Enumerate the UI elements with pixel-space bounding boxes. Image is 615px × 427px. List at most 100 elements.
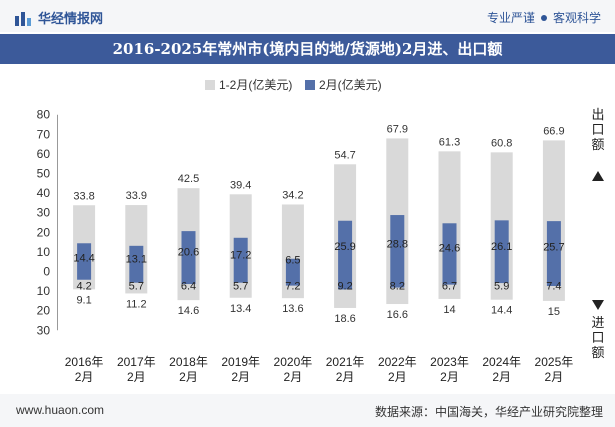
bar-month-import (338, 271, 353, 290)
bar-month-export (390, 215, 405, 272)
bar-month-import (233, 271, 248, 283)
slogan: 专业严谨 客观科学 (487, 9, 601, 26)
legend-swatch-1 (305, 80, 315, 90)
up-triangle-icon (592, 171, 604, 181)
x-tick-label: 2022年 2月 (378, 355, 417, 384)
bars (73, 138, 565, 308)
label-month-import: 4.2 (76, 281, 91, 293)
y-tick-label: 20 (37, 225, 51, 239)
bar-month-export (546, 221, 561, 272)
slogan-left: 专业严谨 (486, 11, 535, 25)
label-month-export: 17.2 (230, 250, 251, 262)
label-month-import: 7.2 (285, 281, 300, 293)
label-cumulative-import: 11.2 (126, 298, 147, 310)
label-month-export: 25.7 (543, 241, 564, 253)
side-label-export-char: 额 (591, 137, 604, 152)
bar-month-import (285, 271, 300, 286)
legend: 1-2月(亿美元) 2月(亿美元) (205, 77, 382, 92)
side-label-export-char: 出 (591, 107, 604, 122)
website-link[interactable]: www.huaon.com (16, 403, 105, 417)
label-month-export: 14.4 (73, 252, 94, 264)
label-month-export: 28.8 (387, 238, 408, 250)
label-cumulative-import: 14 (443, 304, 455, 316)
label-cumulative-import: 16.6 (387, 309, 408, 321)
bar-month-import (546, 271, 561, 287)
label-cumulative-export: 39.4 (230, 179, 251, 191)
label-month-import: 5.7 (129, 281, 144, 293)
legend-swatch-0 (205, 80, 215, 90)
y-tick-label: 80 (37, 108, 51, 122)
side-label-export-char: 口 (591, 122, 604, 137)
y-tick-label: 30 (37, 206, 51, 220)
bar-month-import (442, 271, 457, 285)
y-axis: 80 70 60 50 40 30 20 10 0 10 20 30 (37, 108, 58, 337)
label-month-import: 6.4 (181, 281, 196, 293)
side-label-import-char: 口 (591, 330, 604, 345)
bar-month-import (77, 271, 92, 280)
label-cumulative-export: 61.3 (439, 136, 460, 148)
chart-title: 2016-2025年常州市(境内目的地/货源地)2月进、出口额 (0, 34, 615, 64)
y-tick-label: 50 (37, 167, 51, 181)
label-cumulative-export: 67.9 (387, 123, 408, 135)
label-cumulative-export: 54.7 (334, 149, 355, 161)
bar-month-import (129, 271, 144, 283)
label-cumulative-import: 13.4 (230, 303, 251, 315)
x-tick-label: 2019年 2月 (221, 355, 260, 384)
x-axis: 2016年 2月 2017年 2月 2018年 2月 2019年 2月 2020年 2月 2021年… (65, 355, 574, 384)
y-tick-label: 60 (37, 147, 51, 161)
x-tick-label: 2024年 2月 (482, 355, 521, 384)
y-tick-label: 0 (43, 265, 50, 279)
y-tick-label: 10 (37, 245, 51, 259)
label-month-export: 25.9 (334, 241, 355, 253)
data-labels: 33.8 9.1 14.4 4.2 33.9 11.2 13.1 5.7 42.5 14.6 20.… (73, 123, 564, 325)
side-label-import-char: 进 (591, 315, 604, 330)
label-month-export: 24.6 (439, 242, 460, 254)
label-month-export: 26.1 (491, 241, 512, 253)
bar-month-export (494, 220, 509, 272)
side-label-import-char: 额 (591, 345, 604, 360)
legend-label-1: 2月(亿美元) (319, 77, 382, 92)
top-bar: 华经情报网 专业严谨 客观科学 (0, 0, 615, 32)
label-cumulative-export: 60.8 (491, 137, 512, 149)
label-month-export: 20.6 (178, 246, 199, 258)
label-cumulative-export: 33.8 (73, 190, 94, 202)
bar-month-export (442, 223, 457, 272)
label-month-export: 6.5 (285, 255, 300, 267)
slogan-right: 客观科学 (552, 11, 601, 25)
y-tick-label: 10 (37, 284, 51, 298)
x-tick-label: 2017年 2月 (117, 355, 156, 384)
x-tick-label: 2020年 2月 (274, 355, 313, 384)
bar-month-export (338, 220, 353, 272)
label-month-import: 6.7 (442, 281, 457, 293)
label-cumulative-import: 18.6 (334, 313, 355, 325)
bar-month-export (77, 243, 92, 272)
label-month-import: 8.2 (390, 281, 405, 293)
bar-month-import (181, 271, 196, 285)
label-month-export: 13.1 (126, 254, 147, 266)
y-tick-label: 70 (37, 127, 51, 141)
x-tick-label: 2025年 2月 (535, 355, 574, 384)
x-tick-label: 2023年 2月 (430, 355, 469, 384)
data-source: 数据来源：中国海关，华经产业研究院整理 (374, 405, 603, 419)
bar-month-import (494, 271, 509, 284)
down-triangle-icon (592, 300, 604, 310)
x-tick-label: 2021年 2月 (326, 355, 365, 384)
y-tick-label: 30 (37, 323, 51, 337)
label-cumulative-import: 14.6 (178, 305, 199, 317)
x-tick-label: 2016年 2月 (65, 355, 104, 384)
label-cumulative-export: 42.5 (178, 173, 199, 185)
bar-month-export (233, 237, 248, 272)
label-month-import: 9.2 (337, 281, 352, 293)
bar-month-export (129, 245, 144, 272)
logo-icon (15, 11, 31, 26)
y-tick-label: 20 (37, 304, 51, 318)
label-month-import: 5.9 (494, 281, 509, 293)
brand: 华经情报网 (14, 8, 103, 27)
label-cumulative-import: 15 (548, 306, 560, 318)
separator-dot-icon (540, 14, 547, 21)
x-tick-label: 2018年 2月 (169, 355, 208, 384)
label-cumulative-export: 34.2 (282, 189, 303, 201)
label-cumulative-import: 14.4 (491, 305, 512, 317)
